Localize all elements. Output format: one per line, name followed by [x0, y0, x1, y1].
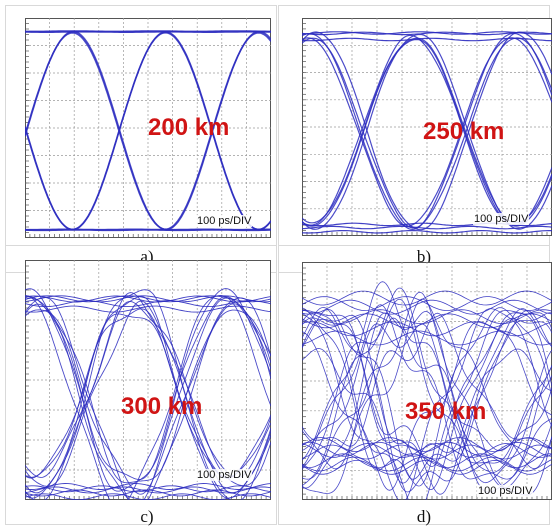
caption-d: d) — [416, 507, 432, 526]
scale-label-d: 100 ps/DIV — [477, 485, 534, 497]
distance-label-d: 350 km — [405, 398, 487, 425]
eye-diagram-panel-d — [302, 262, 552, 500]
eye-diagram-panel-b — [302, 18, 552, 236]
traces-svg-c — [25, 288, 271, 500]
scale-label-b: 100 ps/DIV — [473, 213, 530, 225]
scale-label-a: 100 ps/DIV — [196, 215, 253, 227]
eye-diagram-plot-b — [302, 18, 552, 236]
caption-c: c) — [140, 507, 154, 526]
eye-diagram-panel-c — [25, 260, 271, 500]
distance-label-a: 200 km — [148, 114, 230, 141]
eye-diagram-plot-d — [302, 262, 552, 500]
distance-label-c: 300 km — [121, 393, 203, 420]
traces-svg-a — [25, 30, 271, 232]
traces-svg-b — [302, 31, 552, 234]
traces-svg-d — [302, 281, 552, 500]
distance-label-b: 250 km — [423, 118, 505, 145]
eye-diagram-plot-c — [25, 260, 271, 500]
caption-b: b) — [416, 247, 432, 266]
cell-border-c — [5, 245, 277, 525]
scale-label-c: 100 ps/DIV — [196, 469, 253, 481]
eye-diagram-plot-a — [25, 18, 271, 238]
eye-diagram-panel-a — [25, 18, 271, 238]
